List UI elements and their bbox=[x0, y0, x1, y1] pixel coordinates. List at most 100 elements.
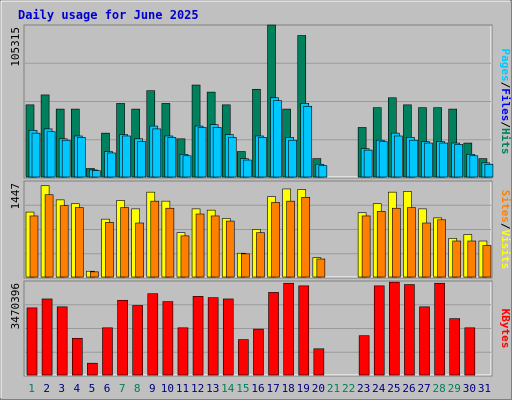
kbytes-bar-day-8 bbox=[132, 305, 143, 376]
kbytes-bar-day-17 bbox=[268, 292, 279, 376]
x-tick-label-7: 7 bbox=[119, 382, 126, 395]
pages-bar-day-1 bbox=[31, 132, 41, 178]
x-tick-label-30: 30 bbox=[463, 382, 476, 395]
x-axis: 1 2 3 4 5 6 7 8 9 10 11 12 13 14 15 16 17 18 19 20 21 22 23 24 2… bbox=[28, 382, 491, 395]
panel-hits-files-pages: 105315 Pages/Files/Hits bbox=[9, 24, 512, 179]
panel-visits-sites: 1447 Sites/Visits bbox=[9, 180, 512, 279]
series-label-part: Visits bbox=[499, 230, 512, 270]
sites-bar-day-15 bbox=[241, 253, 250, 278]
pages-bar-day-11 bbox=[182, 155, 192, 178]
pages-bar-day-10 bbox=[167, 137, 177, 178]
y-max-label: 105315 bbox=[9, 27, 22, 67]
x-tick-label-26: 26 bbox=[402, 382, 415, 395]
sites-bar-day-26 bbox=[407, 207, 416, 278]
pages-bar-day-18 bbox=[288, 139, 297, 178]
pages-bar-day-9 bbox=[152, 128, 162, 178]
kbytes-bar-day-14 bbox=[222, 298, 234, 376]
kbytes-bar-day-15 bbox=[238, 339, 249, 376]
kbytes-bar-day-23 bbox=[358, 335, 370, 376]
x-tick-label-5: 5 bbox=[89, 382, 96, 395]
x-tick-label-17: 17 bbox=[266, 382, 279, 395]
chart-title: Daily usage for June 2025 bbox=[18, 8, 199, 22]
pages-bar-day-13 bbox=[212, 127, 222, 178]
sites-bar-day-18 bbox=[286, 200, 295, 278]
x-tick-label-12: 12 bbox=[191, 382, 204, 395]
kbytes-bar-day-27 bbox=[419, 306, 430, 376]
kbytes-bar-day-26 bbox=[404, 284, 415, 376]
y-max-label: 1447 bbox=[9, 183, 22, 210]
kbytes-bar-day-28 bbox=[434, 282, 445, 376]
x-tick-label-8: 8 bbox=[134, 382, 141, 395]
x-tick-label-28: 28 bbox=[433, 382, 446, 395]
series-label-part: KBytes bbox=[499, 309, 512, 349]
kbytes-bar-day-9 bbox=[147, 293, 159, 376]
series-label: KBytes bbox=[499, 309, 512, 349]
sites-bar-day-27 bbox=[422, 222, 431, 278]
sites-bar-day-31 bbox=[482, 245, 492, 278]
pages-bar-day-27 bbox=[424, 142, 433, 178]
x-tick-label-1: 1 bbox=[28, 382, 35, 395]
x-tick-label-4: 4 bbox=[74, 382, 81, 395]
sites-bar-day-30 bbox=[467, 240, 477, 278]
pages-bar-day-16 bbox=[258, 137, 267, 178]
sites-bar-day-19 bbox=[301, 197, 311, 278]
pages-bar-day-29 bbox=[454, 144, 464, 178]
pages-bar-day-20 bbox=[318, 165, 328, 178]
kbytes-bar-day-19 bbox=[298, 285, 310, 376]
pages-bar-day-25 bbox=[394, 135, 403, 178]
sites-bar-day-28 bbox=[437, 219, 446, 278]
x-tick-label-21: 21 bbox=[327, 382, 340, 395]
x-tick-label-24: 24 bbox=[372, 382, 386, 395]
x-tick-label-11: 11 bbox=[176, 382, 189, 395]
kbytes-bar-day-24 bbox=[373, 285, 385, 376]
sites-bar-day-12 bbox=[195, 213, 205, 278]
sites-bar-day-23 bbox=[361, 215, 371, 278]
pages-bar-day-23 bbox=[363, 149, 373, 178]
x-tick-label-14: 14 bbox=[221, 382, 235, 395]
series-label: Pages/Files/Hits bbox=[499, 49, 512, 155]
x-tick-label-16: 16 bbox=[251, 382, 264, 395]
x-tick-label-25: 25 bbox=[387, 382, 400, 395]
kbytes-bar-day-30 bbox=[464, 327, 476, 376]
sites-bar-day-9 bbox=[150, 200, 160, 278]
pages-bar-day-12 bbox=[197, 127, 207, 178]
pages-bar-day-19 bbox=[303, 105, 313, 178]
x-tick-label-22: 22 bbox=[342, 382, 355, 395]
series-label-part: Sites bbox=[499, 190, 512, 223]
sites-bar-day-17 bbox=[271, 202, 280, 278]
sites-bar-day-3 bbox=[59, 205, 69, 278]
kbytes-bar-day-25 bbox=[389, 281, 400, 376]
kbytes-bar-day-11 bbox=[177, 327, 189, 376]
series-label-part: / bbox=[499, 121, 512, 128]
x-tick-label-19: 19 bbox=[297, 382, 310, 395]
y-max-label: 3470396 bbox=[9, 283, 22, 329]
series-label: Sites/Visits bbox=[499, 190, 512, 270]
kbytes-bar-day-20 bbox=[313, 348, 325, 376]
pages-bar-day-14 bbox=[227, 137, 237, 178]
sites-bar-day-10 bbox=[165, 207, 175, 278]
sites-bar-day-16 bbox=[256, 232, 265, 278]
sites-bar-day-6 bbox=[105, 222, 114, 278]
x-tick-label-20: 20 bbox=[312, 382, 325, 395]
pages-bar-day-7 bbox=[122, 135, 131, 178]
x-tick-label-31: 31 bbox=[478, 382, 491, 395]
sites-bar-day-25 bbox=[392, 207, 401, 278]
kbytes-bar-day-10 bbox=[162, 301, 174, 376]
series-label-part: Pages bbox=[499, 49, 512, 82]
pages-bar-day-4 bbox=[76, 137, 86, 178]
kbytes-bar-day-5 bbox=[87, 362, 98, 376]
kbytes-bar-day-4 bbox=[71, 337, 83, 376]
sites-bar-day-4 bbox=[74, 207, 84, 278]
series-label-part: Hits bbox=[499, 128, 512, 155]
pages-bar-day-26 bbox=[409, 139, 418, 178]
x-tick-label-6: 6 bbox=[104, 382, 111, 395]
sites-bar-day-24 bbox=[376, 211, 386, 278]
pages-bar-day-3 bbox=[61, 139, 71, 178]
sites-bar-day-13 bbox=[210, 215, 220, 278]
x-tick-label-13: 13 bbox=[206, 382, 219, 395]
kbytes-bar-day-1 bbox=[26, 307, 38, 376]
pages-bar-day-30 bbox=[469, 155, 479, 178]
sites-bar-day-29 bbox=[452, 240, 462, 278]
